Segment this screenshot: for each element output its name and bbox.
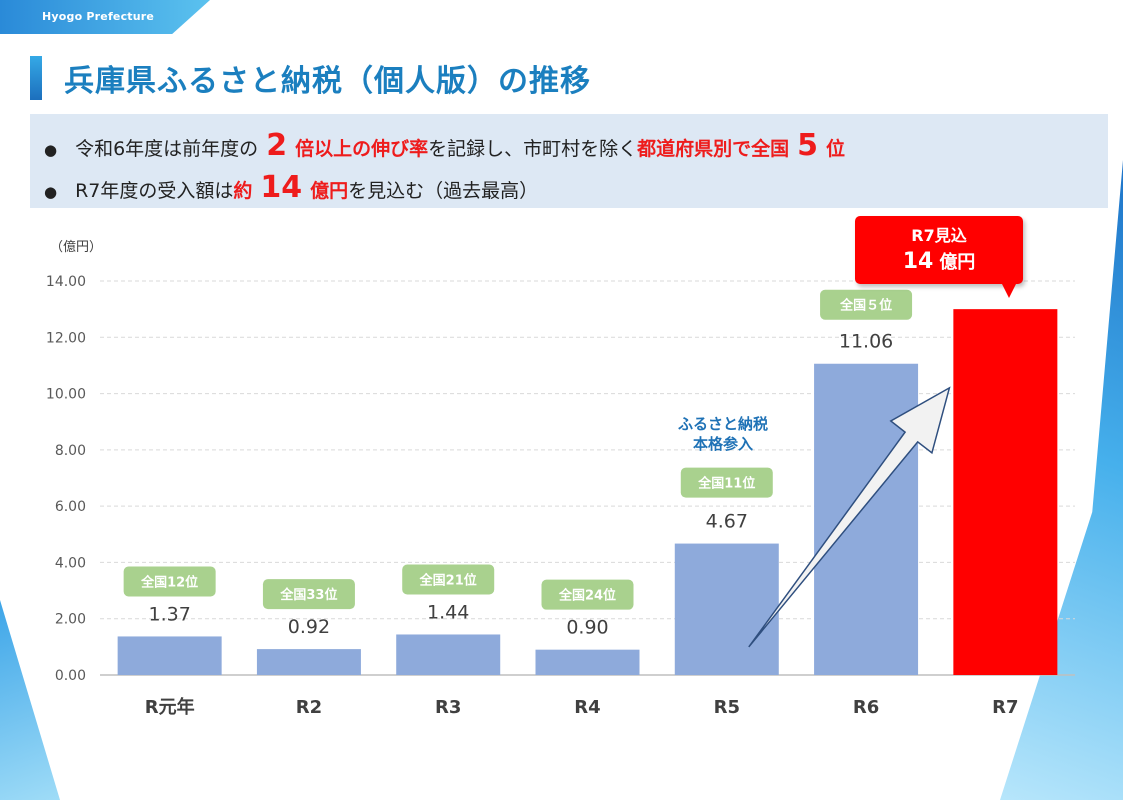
bullet-1-big-5: 5 (797, 128, 818, 163)
data-label: 0.92 (288, 616, 330, 638)
growth-arrow-icon (748, 386, 951, 648)
bar (814, 363, 919, 675)
y-tick-label: 14.00 (46, 274, 86, 290)
bullet-2-red-approx: 約 (233, 180, 253, 202)
bullet-1-text-mid: を記録し、市町村を除く (428, 138, 638, 160)
bullet-dot-icon: ● (44, 183, 58, 201)
x-tick-label: R6 (853, 697, 879, 718)
rank-badge (402, 564, 495, 595)
bullet-2-text-pre: R7年度の受入額は (75, 180, 234, 202)
bullet-1-red-rank: 位 (825, 138, 845, 160)
annotation-line-1: ふるさと納税 (677, 415, 768, 433)
data-label: 4.67 (706, 511, 748, 533)
bar (396, 634, 501, 675)
rank-badge (680, 467, 773, 498)
callout-value-unit: 億円 (939, 252, 976, 273)
x-tick-label: R7 (992, 697, 1018, 718)
rank-badge (262, 579, 355, 610)
rank-badge (820, 289, 913, 320)
data-label: 1.44 (427, 601, 469, 623)
bullet-1-text-pre: 令和6年度は前年度の (75, 138, 259, 160)
bullet-2-text-post: を見込む（過去最高） (348, 180, 539, 202)
annotation-line-2: 本格参入 (692, 435, 753, 453)
x-tick-label: R2 (296, 697, 322, 718)
rank-badge-label: 全国12位 (140, 574, 198, 590)
bar (256, 649, 361, 675)
y-tick-label: 4.00 (55, 555, 86, 571)
bullet-1-red-national: 都道府県別で全国 (637, 138, 790, 160)
bar (117, 636, 222, 675)
callout-value-number: 14 (902, 249, 934, 274)
forecast-callout: R7見込 14 億円 (855, 216, 1023, 298)
rank-badge-label: 全国21位 (419, 572, 477, 588)
bullet-dot-icon: ● (44, 141, 58, 159)
rank-badge (123, 566, 216, 597)
bullet-1-big-2: 2 (266, 128, 288, 163)
x-tick-label: R3 (435, 697, 461, 718)
page-title: 兵庫県ふるさと納税（個人版）の推移 (64, 64, 591, 99)
chart-annotation: ふるさと納税 本格参入 (660, 414, 786, 454)
bar (674, 543, 779, 675)
x-tick-label: R元年 (145, 696, 195, 718)
y-tick-label: 6.00 (55, 499, 86, 515)
summary-bullet-1: ● 令和6年度は前年度の 2 倍以上の伸び率 を記録し、市町村を除く 都道府県別… (44, 128, 845, 163)
bar-forecast (953, 309, 1058, 675)
rank-badge (541, 579, 634, 610)
rank-badge-label: 全国11位 (697, 476, 755, 492)
y-tick-label: 2.00 (55, 612, 86, 628)
data-label: 1.37 (148, 603, 190, 625)
bullet-2-big-14: 14 (260, 170, 303, 205)
y-tick-label: 8.00 (55, 443, 86, 459)
rank-badge-label: 全国５位 (839, 298, 892, 314)
y-tick-label: 10.00 (46, 387, 86, 403)
title-accent-bar (30, 56, 42, 100)
y-tick-label: 0.00 (55, 668, 86, 684)
x-tick-label: R5 (714, 697, 740, 718)
y-tick-label: 12.00 (46, 330, 86, 346)
data-label: 0.90 (566, 617, 608, 639)
header-tag-label: Hyogo Prefecture (42, 10, 155, 23)
summary-box: ● 令和6年度は前年度の 2 倍以上の伸び率 を記録し、市町村を除く 都道府県別… (30, 114, 1108, 208)
callout-value: 14 億円 (855, 246, 1023, 274)
bar (535, 649, 640, 675)
summary-bullet-2: ● R7年度の受入額は 約 14 億円 を見込む（過去最高） (44, 170, 538, 205)
header-banner (0, 0, 210, 34)
data-label: 11.06 (839, 331, 893, 353)
bullet-1-red-growth: 倍以上の伸び率 (295, 138, 429, 160)
callout-title: R7見込 (911, 226, 967, 245)
y-axis-unit-label: （億円） (50, 239, 102, 255)
bullet-2-red-unit: 億円 (310, 180, 349, 202)
rank-badge-label: 全国24位 (558, 588, 616, 604)
x-tick-label: R4 (574, 697, 600, 718)
rank-badge-label: 全国33位 (279, 587, 337, 603)
